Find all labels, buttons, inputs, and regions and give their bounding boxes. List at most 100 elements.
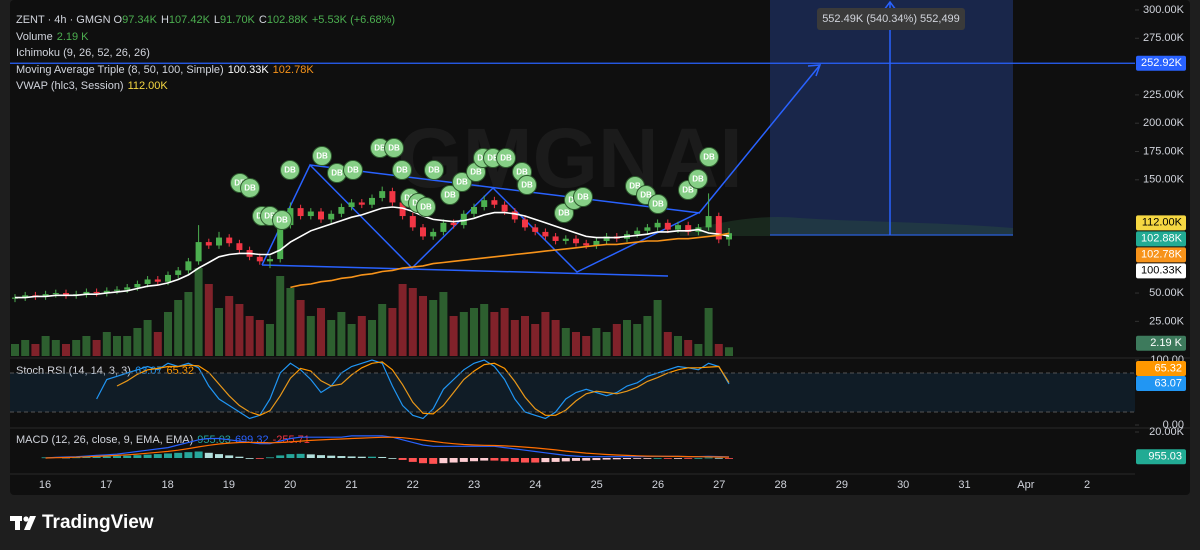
y-tick-label: 0.00 bbox=[1163, 419, 1184, 431]
candle-body bbox=[103, 290, 110, 294]
y-tick-label: 275.00K bbox=[1143, 32, 1185, 44]
candle-body bbox=[216, 237, 222, 246]
signal-marker bbox=[452, 172, 472, 192]
macd-histogram-bar bbox=[704, 457, 713, 459]
x-tick-label: 19 bbox=[223, 479, 235, 491]
x-tick-label: 30 bbox=[897, 479, 909, 491]
value: 91.70K bbox=[220, 14, 256, 26]
candle-body bbox=[664, 222, 671, 230]
signal-label: DB bbox=[652, 200, 664, 209]
macd-histogram-bar bbox=[235, 456, 244, 458]
volume-bar bbox=[704, 308, 713, 356]
macd-histogram-bar bbox=[102, 456, 111, 458]
x-tick-label: 2 bbox=[1084, 479, 1090, 491]
volume-bar bbox=[194, 268, 203, 356]
macd-histogram-bar bbox=[470, 458, 478, 462]
macd-histogram-bar bbox=[500, 458, 509, 462]
macd-histogram-bar bbox=[276, 455, 285, 458]
value: 102.78K bbox=[273, 64, 315, 76]
axis-tag bbox=[1136, 247, 1186, 263]
logo-part bbox=[23, 516, 29, 522]
candle-body bbox=[328, 213, 335, 220]
x-tick-label: 22 bbox=[407, 479, 419, 491]
x-tick-label: 21 bbox=[345, 479, 357, 491]
candle-body bbox=[573, 238, 579, 244]
candle-body bbox=[318, 211, 324, 220]
legend-line: Moving Average Triple (8, 50, 100, Simpl… bbox=[16, 64, 314, 76]
signal-marker bbox=[392, 160, 412, 180]
volume-bar bbox=[11, 344, 19, 356]
volume-bar bbox=[143, 320, 152, 356]
candle-body bbox=[409, 216, 416, 228]
candle-body bbox=[726, 233, 732, 240]
volume-bar bbox=[347, 324, 356, 356]
signal-label: DB bbox=[420, 203, 432, 212]
y-tick-label: 175.00K bbox=[1143, 145, 1185, 157]
x-tick-label: 29 bbox=[836, 479, 848, 491]
volume-bar bbox=[174, 300, 183, 356]
candle-body bbox=[491, 200, 498, 205]
label: C bbox=[259, 14, 267, 26]
macd-histogram-bar bbox=[215, 454, 223, 458]
axis-tag-label: 65.32 bbox=[1154, 362, 1182, 374]
signal-label: DB bbox=[577, 193, 589, 202]
volume-bar bbox=[184, 292, 193, 356]
volume-bar bbox=[337, 312, 346, 356]
label: Volume bbox=[16, 31, 53, 43]
macd-histogram-bar bbox=[245, 458, 254, 459]
candle-body bbox=[165, 274, 171, 282]
macd-histogram-bar bbox=[92, 456, 101, 458]
candle-body bbox=[134, 283, 141, 288]
logo-part bbox=[15, 516, 20, 530]
axis-tag-label: 2.19 K bbox=[1150, 337, 1182, 349]
candle-body bbox=[522, 219, 528, 228]
candle-body bbox=[83, 291, 90, 295]
volume-bar bbox=[164, 312, 172, 356]
candle-body bbox=[705, 216, 712, 228]
candle-body bbox=[267, 259, 273, 262]
y-tick-label: 20.00K bbox=[1149, 426, 1185, 438]
measure-label-box bbox=[817, 8, 965, 30]
axis-tag bbox=[1136, 335, 1186, 351]
axis-tag-label: 63.07 bbox=[1154, 377, 1182, 389]
macd-histogram-bar bbox=[674, 458, 682, 459]
macd-histogram-bar bbox=[317, 455, 325, 458]
macd-histogram-bar bbox=[633, 458, 642, 459]
x-tick-label: 23 bbox=[468, 479, 480, 491]
signal-label: DB bbox=[487, 154, 499, 163]
stoch-line bbox=[96, 359, 730, 420]
macd-histogram-bar bbox=[255, 458, 264, 459]
macd-histogram-bar bbox=[398, 458, 407, 460]
macd-histogram-bar bbox=[653, 458, 662, 459]
macd-histogram-bar bbox=[143, 454, 152, 458]
candle-body bbox=[195, 242, 202, 262]
axis-tag-label: 112.00K bbox=[1142, 217, 1183, 229]
candle-body bbox=[460, 213, 467, 226]
volume-bar bbox=[41, 336, 50, 356]
macd-histogram-bar bbox=[612, 458, 621, 460]
y-tick-label: 200.00K bbox=[1143, 117, 1185, 129]
signal-label: DB bbox=[456, 178, 468, 187]
value: 2.19 K bbox=[57, 31, 89, 43]
macd-histogram-bar bbox=[388, 458, 397, 459]
volume-bar bbox=[500, 308, 509, 356]
label: Stoch RSI (14, 14, 3, 3) bbox=[16, 365, 131, 377]
macd-histogram-bar bbox=[82, 456, 91, 458]
candle-body bbox=[532, 227, 539, 232]
volume-bar bbox=[51, 340, 60, 356]
candle-body bbox=[593, 240, 600, 246]
signal-label: DB bbox=[682, 186, 694, 195]
volume-bar bbox=[561, 328, 570, 356]
macd-histogram-bar bbox=[266, 457, 274, 459]
axis-tag bbox=[1136, 55, 1186, 71]
macd-histogram-bar bbox=[561, 458, 570, 462]
volume-bar bbox=[694, 344, 703, 356]
volume-bar bbox=[92, 340, 101, 356]
y-tick-label: 25.00K bbox=[1149, 315, 1185, 327]
volume-bar bbox=[643, 316, 652, 356]
value: 100.33K bbox=[228, 64, 270, 76]
volume-bar bbox=[633, 324, 642, 356]
volume-bar bbox=[31, 344, 40, 356]
candle-body bbox=[562, 238, 569, 241]
trendline bbox=[309, 164, 701, 214]
